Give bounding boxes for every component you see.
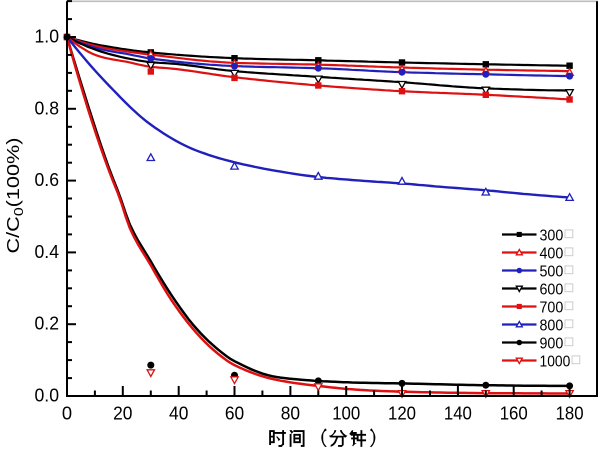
svg-text:0: 0 [62,403,72,424]
svg-text:180: 180 [556,403,584,424]
svg-text:60: 60 [225,403,244,424]
svg-text:80: 80 [281,403,300,424]
svg-text:100: 100 [332,403,360,424]
svg-text:1000: 1000 [540,354,571,371]
svg-text:0.0: 0.0 [35,385,60,406]
svg-text:0.2: 0.2 [35,313,60,334]
svg-text:0.6: 0.6 [35,169,60,190]
svg-text:160: 160 [500,403,528,424]
svg-text:800: 800 [540,318,564,335]
svg-text:1.0: 1.0 [35,26,60,47]
svg-text:500: 500 [540,264,564,281]
svg-text:0.8: 0.8 [35,97,60,118]
svg-text:20: 20 [113,403,132,424]
svg-text:600: 600 [540,282,564,299]
svg-text:0.4: 0.4 [35,241,60,262]
svg-text:700: 700 [540,300,564,317]
svg-text:300: 300 [540,228,564,245]
svg-text:40: 40 [169,403,188,424]
svg-text:140: 140 [444,403,472,424]
svg-text:C/C0(100%): C/C0(100%) [4,138,27,254]
svg-text:900: 900 [540,336,564,353]
svg-text:400: 400 [540,246,564,263]
svg-text:120: 120 [388,403,416,424]
